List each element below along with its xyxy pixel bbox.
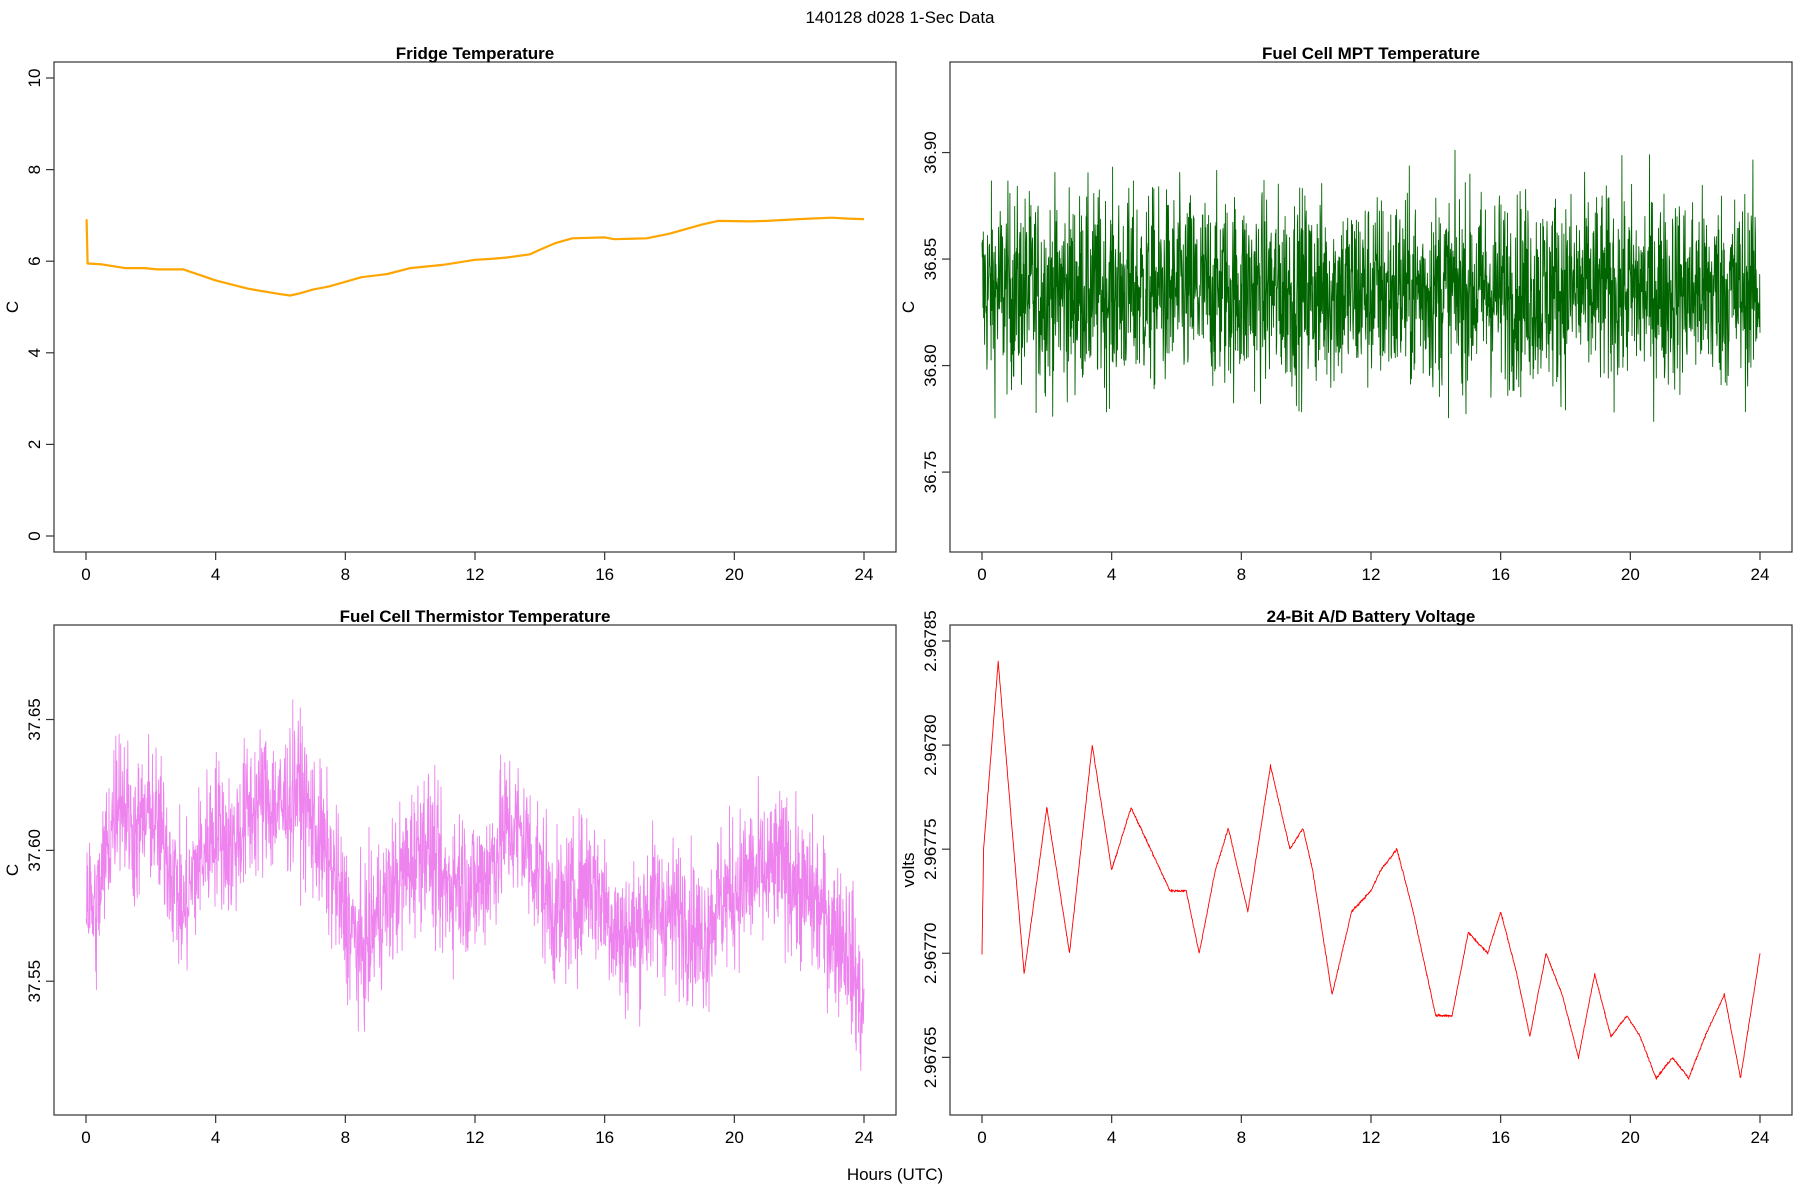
y-tick-label: 2.96775 <box>921 818 940 879</box>
y-tick-label: 36.75 <box>921 451 940 494</box>
x-tick-label: 0 <box>977 565 986 584</box>
series-line <box>85 699 865 1071</box>
y-tick-label: 2.96765 <box>921 1027 940 1088</box>
panel-battery-voltage: 24-Bit A/D Battery Voltage volts 0 4 8 12 16… <box>899 607 1793 1147</box>
x-tick-label: 12 <box>466 1128 485 1147</box>
series-layer <box>85 699 865 1071</box>
x-tick-label: 8 <box>1237 1128 1246 1147</box>
y-tick-label: 0 <box>25 531 44 540</box>
series-line <box>981 149 1761 422</box>
x-tick-label: 24 <box>1751 565 1770 584</box>
x-tick-label: 0 <box>81 565 90 584</box>
axis-ticks: 0 4 8 12 16 20 24 2.96765 2.96770 2.96775 2.96780 2… <box>921 610 1769 1147</box>
x-tick-label: 4 <box>1107 1128 1116 1147</box>
y-axis-label: C <box>3 301 22 313</box>
x-tick-label: 8 <box>341 565 350 584</box>
axis-ticks: 0 4 8 12 16 20 24 37.55 37.60 37.65 <box>25 698 873 1147</box>
y-axis-label: volts <box>899 853 918 888</box>
y-axis-label: C <box>3 864 22 876</box>
x-tick-label: 0 <box>81 1128 90 1147</box>
series-layer <box>981 149 1761 422</box>
y-tick-label: 37.55 <box>25 960 44 1003</box>
x-tick-label: 16 <box>595 1128 614 1147</box>
series-layer <box>981 660 1761 1080</box>
series-line <box>981 660 1761 1080</box>
x-tick-label: 20 <box>725 1128 744 1147</box>
figure-title: 140128 d028 1-Sec Data <box>805 8 995 27</box>
x-tick-label: 4 <box>1107 565 1116 584</box>
panel-title: Fuel Cell Thermistor Temperature <box>340 607 611 626</box>
y-tick-label: 36.80 <box>921 344 940 387</box>
y-tick-label: 2 <box>25 440 44 449</box>
y-tick-label: 2.96785 <box>921 610 940 671</box>
panel-title: 24-Bit A/D Battery Voltage <box>1267 607 1476 626</box>
y-tick-label: 6 <box>25 256 44 265</box>
x-tick-label: 20 <box>1621 1128 1640 1147</box>
y-axis-label: C <box>899 301 918 313</box>
y-tick-label: 10 <box>25 69 44 88</box>
x-tick-label: 8 <box>1237 565 1246 584</box>
series-layer <box>85 216 865 297</box>
series-line <box>85 216 865 297</box>
y-tick-label: 2.96770 <box>921 923 940 984</box>
panel-fuel-cell-mpt-temperature: Fuel Cell MPT Temperature C 0 4 8 12 16 20 24 3… <box>899 44 1793 584</box>
panel-fuel-cell-thermistor-temperature: Fuel Cell Thermistor Temperature C 0 4 8 12… <box>3 607 897 1147</box>
x-tick-label: 4 <box>211 1128 220 1147</box>
x-tick-label: 12 <box>1362 565 1381 584</box>
x-tick-label: 8 <box>341 1128 350 1147</box>
y-tick-label: 4 <box>25 348 44 357</box>
x-tick-label: 4 <box>211 565 220 584</box>
x-tick-label: 16 <box>595 565 614 584</box>
x-tick-label: 12 <box>466 565 485 584</box>
y-tick-label: 37.65 <box>25 698 44 741</box>
y-tick-label: 37.60 <box>25 829 44 872</box>
x-tick-label: 0 <box>977 1128 986 1147</box>
figure-xlabel: Hours (UTC) <box>847 1165 943 1184</box>
axis-ticks: 0 4 8 12 16 20 24 36.75 36.80 36.85 36.90 <box>921 131 1769 584</box>
plot-frame <box>949 624 1793 1116</box>
y-tick-label: 8 <box>25 165 44 174</box>
x-tick-label: 16 <box>1491 1128 1510 1147</box>
panel-title: Fridge Temperature <box>396 44 554 63</box>
panel-title: Fuel Cell MPT Temperature <box>1262 44 1480 63</box>
x-tick-label: 12 <box>1362 1128 1381 1147</box>
y-tick-label: 36.85 <box>921 238 940 281</box>
y-tick-label: 2.96780 <box>921 714 940 775</box>
x-tick-label: 24 <box>1751 1128 1770 1147</box>
x-tick-label: 20 <box>725 565 744 584</box>
x-tick-label: 24 <box>855 565 874 584</box>
plot-frame <box>53 61 897 553</box>
x-tick-label: 20 <box>1621 565 1640 584</box>
y-tick-label: 36.90 <box>921 131 940 174</box>
x-tick-label: 16 <box>1491 565 1510 584</box>
x-tick-label: 24 <box>855 1128 874 1147</box>
